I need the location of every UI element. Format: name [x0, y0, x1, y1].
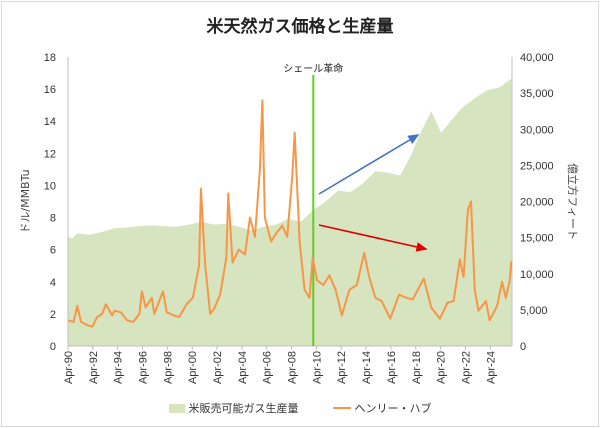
left-tick-label: 8: [50, 213, 56, 225]
production-up-arrow: [318, 134, 420, 195]
x-tick-label: Apr-06: [262, 351, 274, 384]
x-tick-label: Apr-08: [287, 351, 299, 384]
right-tick-label: 20,000: [520, 197, 554, 209]
right-axis-title: 億立方フィート: [566, 163, 580, 240]
left-tick-label: 12: [44, 148, 56, 160]
x-tick-label: Apr-22: [460, 351, 472, 384]
legend-item-production: 米販売可能ガス生産量: [168, 400, 299, 416]
left-tick-label: 2: [50, 309, 56, 321]
left-tick-label: 4: [50, 277, 56, 289]
left-tick-label: 6: [50, 245, 56, 257]
x-tick-label: Apr-24: [485, 351, 497, 384]
right-tick-label: 40,000: [520, 52, 554, 64]
right-tick-label: 0: [520, 341, 526, 353]
right-tick-label: 25,000: [520, 160, 554, 172]
chart-title: 米天然ガス価格と生産量: [206, 17, 394, 37]
x-tick-label: Apr-96: [138, 351, 150, 384]
legend: 米販売可能ガス生産量 ヘンリー・ハブ: [0, 400, 600, 416]
left-tick-label: 0: [50, 341, 56, 353]
production-area: [68, 78, 512, 347]
x-tick-label: Apr-12: [336, 351, 348, 384]
x-tick-label: Apr-04: [237, 351, 249, 384]
legend-item-price: ヘンリー・ハブ: [332, 400, 432, 416]
left-axis-title: ドル/MMBTu: [19, 169, 32, 233]
legend-label-price: ヘンリー・ハブ: [354, 402, 432, 415]
right-tick-label: 15,000: [520, 233, 554, 245]
legend-swatch-production: [168, 403, 185, 413]
x-tick-label: Apr-94: [113, 351, 125, 384]
left-tick-label: 16: [44, 84, 56, 96]
x-tick-label: Apr-00: [187, 351, 199, 384]
left-tick-label: 14: [44, 116, 56, 128]
left-tick-label: 18: [44, 52, 56, 64]
price-line: [67, 99, 513, 328]
price-down-arrow: [318, 224, 428, 252]
right-tick-label: 35,000: [520, 88, 554, 100]
shale-revolution-label: シェール革命: [283, 62, 343, 75]
legend-label-production: 米販売可能ガス生産量: [188, 402, 299, 415]
x-tick-label: Apr-02: [212, 351, 224, 384]
x-tick-label: Apr-10: [311, 351, 323, 384]
x-tick-label: Apr-98: [162, 351, 174, 384]
right-tick-label: 30,000: [520, 124, 554, 136]
right-tick-label: 5,000: [520, 305, 548, 317]
x-tick-label: Apr-16: [386, 351, 398, 384]
x-tick-label: Apr-18: [411, 351, 423, 384]
right-tick-label: 10,000: [520, 269, 554, 281]
x-tick-label: Apr-90: [63, 351, 75, 384]
left-tick-label: 10: [44, 180, 56, 192]
x-tick-label: Apr-14: [361, 351, 373, 384]
x-tick-label: Apr-20: [436, 351, 448, 384]
legend-swatch-price: [332, 407, 351, 409]
x-tick-label: Apr-92: [88, 351, 100, 384]
